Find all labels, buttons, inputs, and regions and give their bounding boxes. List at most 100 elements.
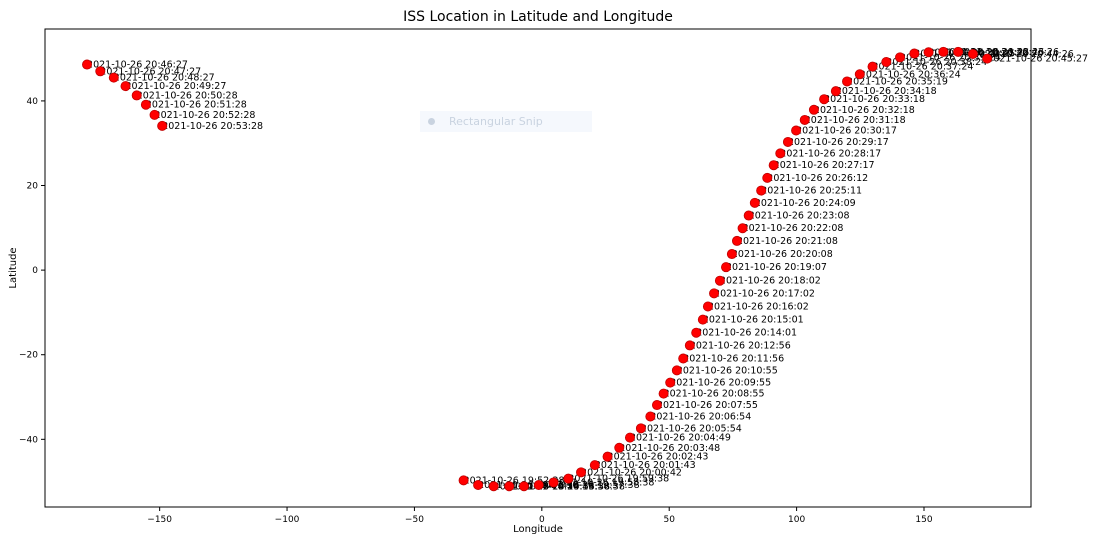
data-point xyxy=(808,104,819,115)
data-point xyxy=(120,81,131,92)
data-point xyxy=(743,210,754,221)
point-label: 2021-10-26 20:17:02 xyxy=(714,288,815,299)
data-point xyxy=(756,185,767,196)
y-axis-label: Latitude xyxy=(8,247,19,288)
y-tick-label: 40 xyxy=(27,97,39,107)
data-point xyxy=(602,451,613,462)
point-label: 2021-10-26 20:41:25 xyxy=(929,47,1030,58)
data-point xyxy=(791,125,802,136)
point-label: 2021-10-26 19:56:38 xyxy=(524,481,625,492)
point-label: 2021-10-26 19:58:38 xyxy=(554,477,655,488)
point-label: 2021-10-26 20:38:24 xyxy=(886,57,987,68)
point-label: 2021-10-26 19:57:38 xyxy=(539,480,640,491)
point-label: 2021-10-26 19:55:38 xyxy=(509,481,610,492)
point-label: 2021-10-26 20:51:28 xyxy=(146,100,247,111)
point-label: 2021-10-26 20:28:17 xyxy=(780,148,881,159)
point-label: 2021-10-26 20:06:54 xyxy=(650,411,751,422)
data-point xyxy=(691,327,702,338)
snip-icon xyxy=(428,118,435,125)
point-label: 2021-10-26 20:02:43 xyxy=(608,452,709,463)
data-point xyxy=(473,480,484,491)
point-label: 2021-10-26 20:45:27 xyxy=(987,54,1088,65)
point-label: 2021-10-26 20:48:27 xyxy=(114,73,215,84)
data-point xyxy=(967,48,978,59)
point-label: 2021-10-26 20:22:08 xyxy=(743,223,844,234)
data-point xyxy=(762,172,773,183)
data-point xyxy=(504,481,515,492)
point-label: 2021-10-26 20:53:28 xyxy=(162,121,263,132)
data-point xyxy=(614,442,625,453)
data-point xyxy=(749,197,760,208)
data-point xyxy=(518,481,529,492)
point-label: 2021-10-26 20:43:26 xyxy=(958,47,1059,58)
point-label: 2021-10-26 20:30:17 xyxy=(796,126,897,137)
y-tick-label: −40 xyxy=(19,435,38,445)
point-label: 2021-10-26 20:31:18 xyxy=(805,115,906,126)
data-point xyxy=(658,388,669,399)
point-label: 2021-10-26 20:26:12 xyxy=(767,173,868,184)
point-label: 2021-10-26 20:37:24 xyxy=(873,62,974,73)
data-point xyxy=(157,120,168,131)
data-point xyxy=(938,46,949,57)
point-label: 2021-10-26 20:01:43 xyxy=(595,460,696,471)
point-label: 2021-10-26 20:52:28 xyxy=(155,110,256,121)
data-point xyxy=(140,99,151,110)
chart-title: ISS Location in Latitude and Longitude xyxy=(403,9,673,25)
point-label: 2021-10-26 20:50:28 xyxy=(137,90,238,101)
data-point xyxy=(854,69,865,80)
point-label: 2021-10-26 20:16:02 xyxy=(708,301,809,312)
y-tick-label: −20 xyxy=(19,351,38,361)
data-point xyxy=(665,377,676,388)
data-point xyxy=(842,76,853,87)
data-point xyxy=(589,460,600,471)
x-tick-label: −100 xyxy=(275,515,300,525)
data-point xyxy=(678,353,689,364)
point-label: 2021-10-26 20:04:49 xyxy=(630,433,731,444)
data-point xyxy=(684,340,695,351)
data-point xyxy=(458,475,469,486)
data-point xyxy=(782,136,793,147)
point-label: 2021-10-26 20:44:26 xyxy=(973,49,1074,60)
point-label: 2021-10-26 20:11:56 xyxy=(683,354,784,365)
data-point xyxy=(131,90,142,101)
point-label: 2021-10-26 20:05:54 xyxy=(641,423,742,434)
x-tick-label: −50 xyxy=(405,515,424,525)
data-point xyxy=(95,66,106,77)
data-point xyxy=(709,288,720,299)
point-label: 2021-10-26 20:03:48 xyxy=(619,443,720,454)
data-point xyxy=(714,275,725,286)
data-point xyxy=(819,94,830,105)
point-label: 2021-10-26 20:35:19 xyxy=(847,76,948,87)
y-tick-label: 20 xyxy=(27,182,39,192)
point-label: 2021-10-26 20:33:18 xyxy=(824,94,925,105)
point-label: 2021-10-26 20:12:56 xyxy=(690,340,791,351)
data-point xyxy=(624,432,635,443)
point-label: 2021-10-26 19:59:38 xyxy=(568,474,669,485)
data-point xyxy=(533,480,544,491)
plot-frame xyxy=(44,28,1032,508)
data-point xyxy=(576,467,587,478)
data-point xyxy=(768,160,779,171)
data-point xyxy=(982,53,993,64)
data-point xyxy=(635,423,646,434)
data-point xyxy=(830,86,841,97)
snip-label: Rectangular Snip xyxy=(449,115,543,128)
point-label: 2021-10-26 20:07:55 xyxy=(657,400,758,411)
point-markers xyxy=(82,46,993,492)
point-label: 2021-10-26 20:25:11 xyxy=(761,186,862,197)
x-tick-label: 50 xyxy=(663,515,675,525)
point-label: 2021-10-26 20:20:08 xyxy=(732,249,833,260)
point-label: 2021-10-26 20:14:01 xyxy=(696,328,797,339)
data-point xyxy=(721,262,732,273)
rectangular-snip-overlay[interactable]: Rectangular Snip xyxy=(420,111,592,132)
data-point xyxy=(731,235,742,246)
point-label: 2021-10-26 20:00:42 xyxy=(581,467,682,478)
data-point xyxy=(923,47,934,58)
data-point xyxy=(702,301,713,312)
data-point xyxy=(697,314,708,325)
x-tick-label: 0 xyxy=(539,515,545,525)
data-point xyxy=(149,109,160,120)
point-label: 2021-10-26 20:18:02 xyxy=(720,276,821,287)
